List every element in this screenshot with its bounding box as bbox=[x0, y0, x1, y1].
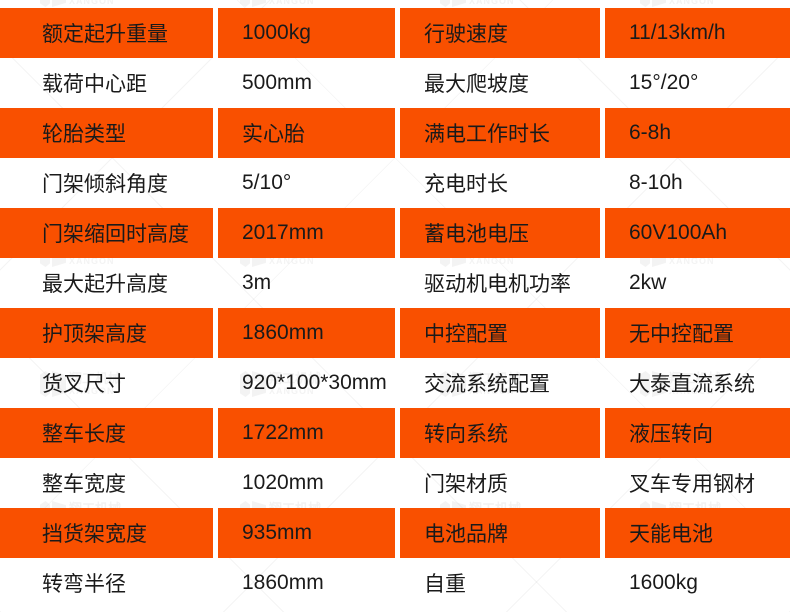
table-row: 载荷中心距 500mm 最大爬坡度 15°/20° bbox=[0, 58, 790, 108]
spec-value-left: 3m bbox=[242, 271, 272, 294]
column-gap bbox=[600, 408, 605, 458]
column-gap bbox=[395, 8, 400, 58]
column-gap bbox=[213, 208, 218, 258]
table-row: 护顶架高度 1860mm 中控配置 无中控配置 bbox=[0, 308, 790, 358]
column-gap bbox=[395, 208, 400, 258]
column-gap bbox=[600, 508, 605, 558]
spec-label-right: 行驶速度 bbox=[400, 8, 600, 58]
spec-label-left: 护顶架高度 bbox=[0, 308, 213, 358]
spec-value-right: 天能电池 bbox=[605, 508, 790, 558]
spec-value-right: 15°/20° bbox=[629, 71, 699, 94]
table-row: 整车长度 1722mm 转向系统 液压转向 bbox=[0, 408, 790, 458]
column-gap bbox=[395, 308, 400, 358]
spec-value-left: 实心胎 bbox=[218, 108, 395, 158]
spec-value-left: 920*100*30mm bbox=[242, 371, 387, 394]
spec-label-right: 满电工作时长 bbox=[400, 108, 600, 158]
table-row: 转弯半径 1860mm 自重 1600kg bbox=[0, 558, 790, 608]
spec-value-left: 1860mm bbox=[242, 571, 324, 594]
spec-label-left: 整车宽度 bbox=[42, 473, 126, 496]
spec-label-right: 中控配置 bbox=[400, 308, 600, 358]
column-gap bbox=[213, 308, 218, 358]
spec-label-left: 整车长度 bbox=[0, 408, 213, 458]
column-gap bbox=[213, 408, 218, 458]
spec-label-right: 蓄电池电压 bbox=[400, 208, 600, 258]
spec-value-left: 1000kg bbox=[218, 8, 395, 58]
spec-value-right: 60V100Ah bbox=[605, 208, 790, 258]
spec-value-right: 1600kg bbox=[629, 571, 698, 594]
column-gap bbox=[395, 408, 400, 458]
column-gap bbox=[600, 308, 605, 358]
spec-label-left: 转弯半径 bbox=[42, 573, 126, 596]
table-row: 门架倾斜角度 5/10° 充电时长 8-10h bbox=[0, 158, 790, 208]
spec-value-right: 液压转向 bbox=[605, 408, 790, 458]
spec-value-right: 8-10h bbox=[629, 171, 683, 194]
table-row: 门架缩回时高度 2017mm 蓄电池电压 60V100Ah bbox=[0, 208, 790, 258]
column-gap bbox=[213, 8, 218, 58]
spec-label-right: 转向系统 bbox=[400, 408, 600, 458]
spec-value-left: 935mm bbox=[218, 508, 395, 558]
column-gap bbox=[600, 208, 605, 258]
spec-value-left: 500mm bbox=[242, 71, 313, 94]
spec-value-right: 无中控配置 bbox=[605, 308, 790, 358]
spec-value-left: 1860mm bbox=[218, 308, 395, 358]
column-gap bbox=[395, 108, 400, 158]
spec-label-right: 交流系统配置 bbox=[424, 373, 550, 396]
spec-label-left: 挡货架宽度 bbox=[0, 508, 213, 558]
spec-label-left: 门架倾斜角度 bbox=[42, 173, 168, 196]
spec-label-right: 驱动机电机功率 bbox=[424, 273, 571, 296]
column-gap bbox=[600, 8, 605, 58]
table-row: 挡货架宽度 935mm 电池品牌 天能电池 bbox=[0, 508, 790, 558]
spec-value-right: 叉车专用钢材 bbox=[629, 473, 755, 496]
column-gap bbox=[213, 508, 218, 558]
spec-label-right: 最大爬坡度 bbox=[424, 73, 529, 96]
column-gap bbox=[395, 508, 400, 558]
table-row: 货叉尺寸 920*100*30mm 交流系统配置 大泰直流系统 bbox=[0, 358, 790, 408]
spec-label-left: 载荷中心距 bbox=[42, 73, 147, 96]
spec-value-left: 5/10° bbox=[242, 171, 292, 194]
column-gap bbox=[213, 108, 218, 158]
table-row: 额定起升重量 1000kg 行驶速度 11/13km/h bbox=[0, 8, 790, 58]
spec-label-right: 门架材质 bbox=[424, 473, 508, 496]
spec-value-right: 大泰直流系统 bbox=[629, 373, 755, 396]
column-gap bbox=[600, 108, 605, 158]
table-row: 轮胎类型 实心胎 满电工作时长 6-8h bbox=[0, 108, 790, 158]
table-row: 最大起升高度 3m 驱动机电机功率 2kw bbox=[0, 258, 790, 308]
spec-value-left: 1722mm bbox=[218, 408, 395, 458]
spec-label-right: 自重 bbox=[424, 573, 466, 596]
spec-label-left: 货叉尺寸 bbox=[42, 373, 126, 396]
spec-label-left: 轮胎类型 bbox=[0, 108, 213, 158]
spec-value-left: 2017mm bbox=[218, 208, 395, 258]
spec-label-right: 电池品牌 bbox=[400, 508, 600, 558]
spec-label-left: 门架缩回时高度 bbox=[0, 208, 213, 258]
spec-value-left: 1020mm bbox=[242, 471, 324, 494]
spec-value-right: 6-8h bbox=[605, 108, 790, 158]
spec-value-right: 11/13km/h bbox=[605, 8, 790, 58]
spec-label-right: 充电时长 bbox=[424, 173, 508, 196]
table-row: 整车宽度 1020mm 门架材质 叉车专用钢材 bbox=[0, 458, 790, 508]
spec-value-right: 2kw bbox=[629, 271, 667, 294]
spec-label-left: 最大起升高度 bbox=[42, 273, 168, 296]
spec-label-left: 额定起升重量 bbox=[0, 8, 213, 58]
